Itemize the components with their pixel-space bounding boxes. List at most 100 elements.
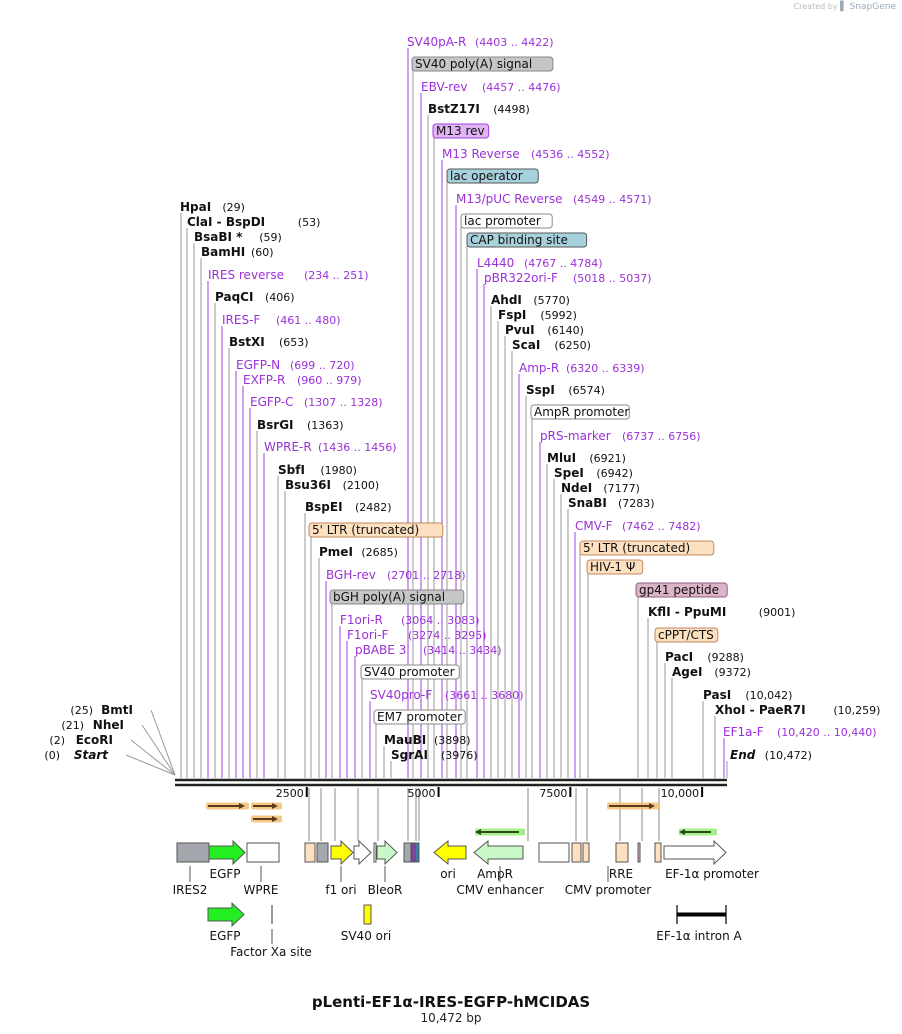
feature-label-box[interactable]: [460, 213, 553, 229]
primer-label[interactable]: BGH-rev: [326, 568, 376, 582]
enzyme-label[interactable]: SspI: [526, 383, 555, 397]
enzyme-label[interactable]: PasI: [703, 688, 731, 702]
primer-label[interactable]: EGFP-C: [250, 395, 293, 409]
feature-name[interactable]: ori: [440, 867, 456, 881]
primer-label[interactable]: F1ori-F: [347, 628, 388, 642]
feature-box[interactable]: [316, 842, 329, 863]
enzyme-label[interactable]: BstZ17I: [428, 102, 480, 116]
primer-label[interactable]: F1ori-R: [340, 613, 383, 627]
enzyme-label[interactable]: PaqCI: [215, 290, 253, 304]
feature-label-box[interactable]: [579, 540, 715, 556]
primer-label[interactable]: M13/pUC Reverse: [456, 192, 563, 206]
feature-arrow-left[interactable]: [473, 839, 524, 866]
feature-label-box[interactable]: [466, 232, 588, 248]
feature-box[interactable]: [582, 842, 590, 863]
primer-label[interactable]: M13 Reverse: [442, 147, 520, 161]
feature-label[interactable]: bGH poly(A) signal: [333, 590, 445, 604]
feature-name[interactable]: AmpR: [477, 867, 513, 881]
primer-label[interactable]: Amp-R: [519, 361, 559, 375]
enzyme-label[interactable]: NdeI: [561, 481, 592, 495]
feature-box[interactable]: [176, 842, 210, 863]
feature-label[interactable]: EM7 promoter: [377, 710, 462, 724]
primer-label[interactable]: SV40pro-F: [370, 688, 432, 702]
enzyme-label[interactable]: AhdI: [491, 293, 522, 307]
feature-box[interactable]: [571, 842, 582, 863]
feature-name[interactable]: BleoR: [368, 883, 403, 897]
feature-label[interactable]: SV40 promoter: [364, 665, 455, 679]
feature-box[interactable]: [403, 842, 412, 863]
enzyme-label[interactable]: BstXI: [229, 335, 265, 349]
primer-label[interactable]: SV40pA-R: [407, 35, 466, 49]
primer-label[interactable]: pBR322ori-F: [484, 271, 558, 285]
primer-label[interactable]: CMV-F: [575, 519, 613, 533]
primer-label[interactable]: IRES reverse: [208, 268, 284, 282]
enzyme-label[interactable]: HpaI: [180, 200, 211, 214]
feature-box[interactable]: [304, 842, 316, 863]
feature-arrow-right[interactable]: [330, 839, 354, 866]
enzyme-label[interactable]: Start: [74, 748, 109, 762]
enzyme-label[interactable]: SpeI: [554, 466, 584, 480]
feature-box[interactable]: [654, 842, 662, 863]
feature-arrow-right[interactable]: [353, 839, 372, 866]
feature-label[interactable]: cPPT/CTS: [658, 628, 714, 642]
enzyme-label[interactable]: PacI: [665, 650, 693, 664]
feature-label[interactable]: AmpR promoter: [534, 405, 629, 419]
feature-name[interactable]: WPRE: [243, 883, 278, 897]
feature-label[interactable]: lac operator: [450, 169, 523, 183]
feature-label[interactable]: M13 rev: [436, 124, 485, 138]
feature-name[interactable]: EGFP: [209, 867, 240, 881]
primer-label[interactable]: pRS-marker: [540, 429, 611, 443]
feature-name[interactable]: EGFP: [209, 929, 240, 943]
primer-label[interactable]: pBABE 3': [355, 643, 410, 657]
enzyme-label[interactable]: XhoI - PaeR7I: [715, 703, 806, 717]
primer-label[interactable]: EXFP-R: [243, 373, 285, 387]
primer-label[interactable]: EBV-rev: [421, 80, 467, 94]
enzyme-label[interactable]: EcoRI: [76, 733, 113, 747]
feature-box[interactable]: [538, 842, 570, 863]
enzyme-label[interactable]: ScaI: [512, 338, 540, 352]
primer-label[interactable]: IRES-F: [222, 313, 260, 327]
feature-name[interactable]: f1 ori: [325, 883, 356, 897]
feature-box[interactable]: [373, 842, 377, 863]
enzyme-label[interactable]: MluI: [547, 451, 576, 465]
primer-label[interactable]: WPRE-R: [264, 440, 312, 454]
enzyme-label[interactable]: KflI - PpuMI: [648, 605, 726, 619]
feature-label-box[interactable]: [329, 589, 465, 605]
feature-box[interactable]: [414, 842, 420, 863]
enzyme-label[interactable]: NheI: [93, 718, 124, 732]
feature-label-box[interactable]: [411, 56, 554, 72]
feature-arrow-left[interactable]: [433, 839, 467, 866]
feature-label-box[interactable]: [373, 709, 466, 725]
enzyme-label[interactable]: SnaBI: [568, 496, 607, 510]
feature-label-box[interactable]: [308, 522, 444, 538]
feature-arrow-right[interactable]: [376, 839, 398, 866]
feature-name[interactable]: IRES2: [173, 883, 208, 897]
feature-name[interactable]: EF-1α intron A: [656, 929, 742, 943]
feature-label-box[interactable]: [446, 168, 539, 184]
enzyme-label[interactable]: AgeI: [672, 665, 702, 679]
feature-name[interactable]: CMV promoter: [565, 883, 652, 897]
enzyme-label[interactable]: Bsu36I: [285, 478, 331, 492]
feature-label-box[interactable]: [432, 123, 490, 139]
feature-label[interactable]: SV40 poly(A) signal: [415, 57, 532, 71]
feature-box[interactable]: [615, 842, 629, 863]
feature-box[interactable]: [246, 842, 280, 863]
primer-label[interactable]: EGFP-N: [236, 358, 280, 372]
feature-label[interactable]: 5' LTR (truncated): [583, 541, 690, 555]
feature-label-box[interactable]: [586, 559, 644, 575]
feature-arrow-right[interactable]: [663, 839, 727, 866]
feature-arrow-right[interactable]: [207, 901, 245, 928]
feature-name[interactable]: CMV enhancer: [456, 883, 543, 897]
enzyme-label[interactable]: End: [730, 748, 756, 762]
enzyme-label[interactable]: MauBI: [384, 733, 426, 747]
enzyme-label[interactable]: BmtI: [101, 703, 133, 717]
feature-label[interactable]: CAP binding site: [470, 233, 568, 247]
enzyme-label[interactable]: FspI: [498, 308, 526, 322]
feature-label[interactable]: 5' LTR (truncated): [312, 523, 419, 537]
primer-label[interactable]: L4440: [477, 256, 514, 270]
feature-label-box[interactable]: [360, 664, 460, 680]
feature-label-box[interactable]: [530, 404, 630, 420]
feature-name[interactable]: SV40 ori: [341, 929, 392, 943]
primer-label[interactable]: EF1a-F: [723, 725, 764, 739]
enzyme-label[interactable]: BspEI: [305, 500, 343, 514]
